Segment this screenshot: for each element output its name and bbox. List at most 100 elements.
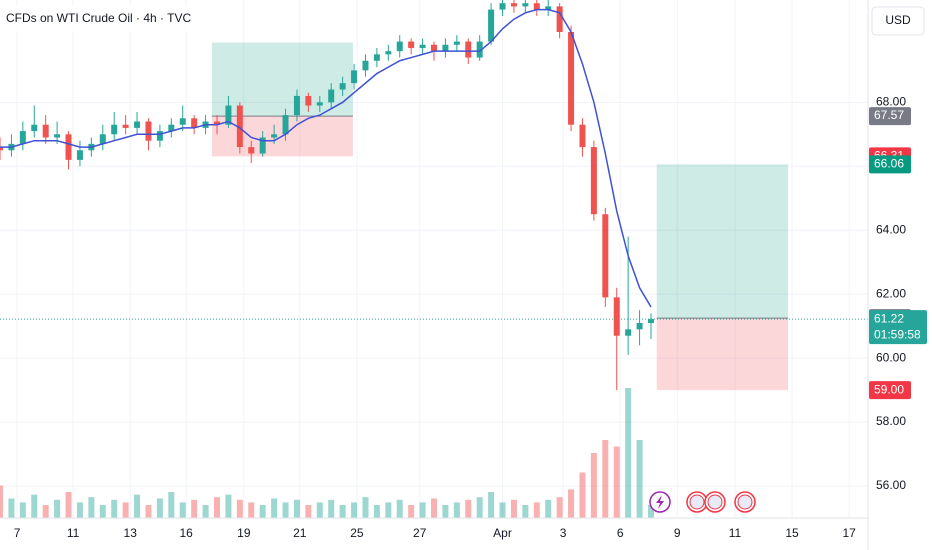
volume-bar [339,505,346,518]
volume-bar [602,440,609,518]
volume-bar [362,497,369,518]
y-tick-label: 60.00 [876,350,906,364]
title-bg [0,6,232,32]
candle-body [590,147,597,215]
volume-bar [488,492,495,518]
candle-body [442,44,449,52]
x-tick-label: 11 [67,526,80,540]
candle-body [65,134,72,160]
candle-body [282,115,289,135]
x-tick-label: 7 [14,526,21,540]
volume-bar [510,499,517,518]
candle-body [271,134,278,138]
volume-bar [373,505,380,518]
volume-bar [636,440,643,518]
price-badge-label: 67.57 [874,108,904,122]
volume-bar [351,502,358,518]
volume-bar [88,497,95,518]
flag [707,494,723,510]
volume-bar [0,485,3,518]
last-price-badge [869,310,927,345]
volume-bar [65,492,72,518]
candle-body [168,124,175,132]
candle-body [579,124,586,148]
y-tick-label: 56.00 [876,478,906,492]
candle-body [545,6,552,10]
volume-bar [282,502,289,518]
candle-body [31,124,38,132]
candle-body [111,124,118,135]
price-badge [869,381,911,400]
candle-body [236,105,243,148]
volume-bar [42,505,49,518]
volume-bar [590,453,597,518]
candle-body [533,3,540,10]
volume-bar [625,388,632,518]
price-badge-label: 66.06 [874,157,904,171]
candle-body [362,60,369,71]
candle-body [396,41,403,52]
volume-bar [293,499,300,518]
candle-body [522,3,529,7]
candle-body [259,137,266,154]
ema-line [0,8,652,308]
volume-bar [316,502,323,518]
volume-bar [111,499,118,518]
volume-bar [442,505,449,518]
chart-title: CFDs on WTI Crude Oil · 4h · TVC [6,11,191,25]
profit-zone [211,42,353,117]
x-tick-label: 17 [842,526,856,540]
price-badge [869,107,911,126]
candle-body [488,9,495,42]
candle-body [499,3,506,10]
volume-bar [191,499,198,518]
loss-zone [656,318,789,391]
candle-body [0,147,3,151]
volume-bar [396,499,403,518]
volume-bar [168,492,175,518]
price-badge [869,155,911,174]
volume-bar [522,505,529,518]
candle-body [134,121,141,128]
candle-body [99,134,106,144]
volume-bar [225,494,232,518]
flag [689,494,705,510]
candle-body [156,131,163,141]
candle-body [556,6,563,32]
candle-body [225,105,232,125]
volume-bar [259,505,266,518]
candle-body [625,329,632,336]
plot-layer [0,0,868,518]
candle-body [19,131,26,144]
volume-bar [385,502,392,518]
volume-bar [202,505,209,518]
candle-body [476,41,483,58]
volume-bar [134,494,141,518]
x-tick-label: Apr [493,526,512,540]
candle-body [328,89,335,103]
volume-bar [431,498,437,518]
volume-bar [31,494,38,518]
volume-bar [533,502,540,518]
candle-body [602,214,609,298]
candle-body [305,95,312,106]
candle-body [54,134,61,138]
x-tick-label: 13 [124,526,138,540]
currency-button[interactable] [871,6,925,36]
candle-body [408,41,415,48]
x-tick-label: 3 [560,526,567,540]
y-tick-label: 68.00 [876,94,906,108]
volume-bar [156,498,163,518]
volume-bar [76,502,83,518]
candle-body [465,41,472,58]
volume-bar [236,499,243,518]
x-tick-label: 15 [785,526,799,540]
candle-body [214,121,220,125]
candle-body [339,83,346,90]
volume-bar [122,502,129,518]
volume-bar [579,472,586,518]
volume-bar [271,498,278,518]
x-tick-label: 9 [674,526,681,540]
candle-body [145,121,152,141]
